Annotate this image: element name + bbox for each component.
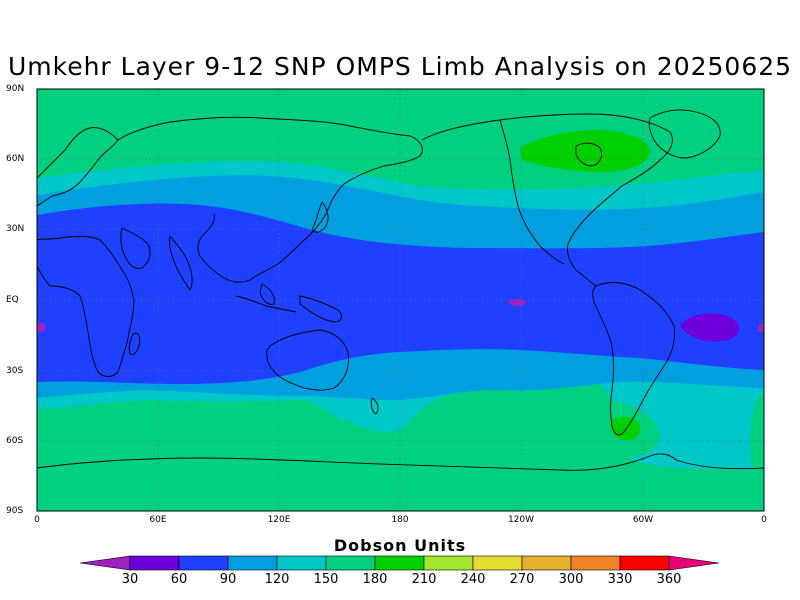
band-150-180-south-pacific <box>330 418 380 461</box>
page-title: Umkehr Layer 9-12 SNP OMPS Limb Analysis… <box>7 52 793 81</box>
low-0-30-pacific <box>508 299 526 307</box>
colorbar-box <box>374 555 425 571</box>
lon-tick-60w: 60W <box>632 515 654 525</box>
map-frame <box>36 88 765 512</box>
low-0-30-east-edge <box>758 323 764 332</box>
legend-level-label: 240 <box>460 572 486 587</box>
band-150-180-south-east <box>750 395 764 470</box>
colorbar-box <box>570 555 621 571</box>
lon-tick-0-west: 0 <box>34 515 40 525</box>
lat-tick-30n: 30N <box>6 224 25 234</box>
legend-level-label: 360 <box>656 572 682 587</box>
coastlines <box>37 109 764 471</box>
legend-title: Dobson Units <box>333 536 467 555</box>
colorbar-box <box>227 555 278 571</box>
legend-level-label: 180 <box>362 572 388 587</box>
low-30-60-atlantic <box>680 313 740 342</box>
legend-level-label: 30 <box>121 572 139 587</box>
legend-level-label: 270 <box>509 572 535 587</box>
lat-tick-eq: EQ <box>6 295 19 305</box>
legend-level-label: 300 <box>558 572 584 587</box>
contour-field <box>37 89 764 511</box>
colorbar-box <box>178 555 229 571</box>
lat-tick-60n: 60N <box>6 154 25 164</box>
colorbar <box>79 555 720 571</box>
colorbar-box <box>619 555 670 571</box>
low-0-30-west-edge <box>37 323 46 332</box>
colorbar-box <box>423 555 474 571</box>
colorbar-box <box>521 555 572 571</box>
lon-tick-180: 180 <box>391 515 409 525</box>
colorbar-box <box>472 555 523 571</box>
lat-tick-90n: 90N <box>6 84 25 94</box>
legend-level-label: 210 <box>411 572 437 587</box>
legend-level-label: 120 <box>264 572 290 587</box>
graticule <box>37 89 764 511</box>
colorbar-low-arrow <box>79 555 131 571</box>
legend-level-label: 330 <box>607 572 633 587</box>
legend-level-label: 150 <box>313 572 339 587</box>
legend-level-label: 90 <box>219 572 237 587</box>
lon-tick-120w: 120W <box>507 515 535 525</box>
lat-tick-30s: 30S <box>6 366 24 376</box>
lon-tick-120e: 120E <box>267 515 291 525</box>
lat-tick-60s: 60S <box>6 436 24 446</box>
colorbar-box <box>325 555 376 571</box>
lon-tick-0-east: 0 <box>761 515 767 525</box>
colorbar-box <box>276 555 327 571</box>
band-150-180-south-lobe <box>395 389 520 490</box>
colorbar-high-arrow <box>668 555 720 571</box>
band-60-90 <box>37 203 764 384</box>
lon-tick-60e: 60E <box>149 515 167 525</box>
legend-level-label: 60 <box>170 572 188 587</box>
high-180-210-canada <box>520 130 650 172</box>
colorbar-box <box>129 555 180 571</box>
lat-tick-90s: 90S <box>6 506 24 516</box>
